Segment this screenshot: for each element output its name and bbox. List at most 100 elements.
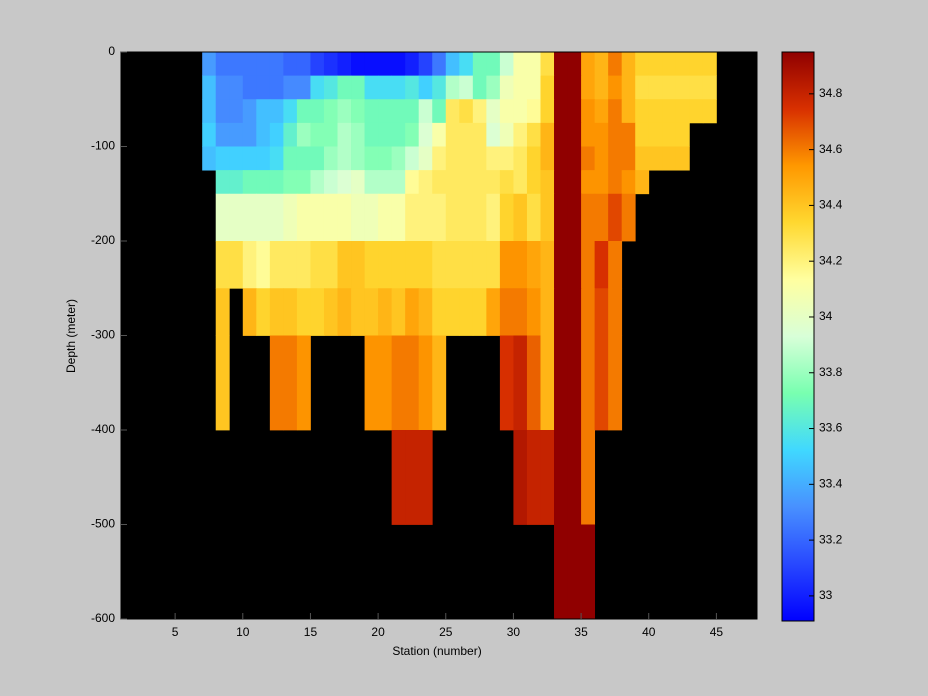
cell: [378, 122, 393, 147]
cell: [242, 122, 257, 147]
cell: [405, 99, 420, 124]
cell: [242, 170, 257, 195]
cell: [662, 146, 677, 171]
cell: [242, 99, 257, 124]
cell: [323, 75, 338, 100]
cell: [337, 52, 352, 77]
cell: [472, 75, 487, 100]
cell: [296, 193, 311, 242]
cell: [662, 52, 677, 77]
cell: [405, 335, 420, 431]
cell: [391, 52, 406, 77]
cell: [296, 122, 311, 147]
cell: [594, 170, 609, 195]
cell: [391, 170, 406, 195]
cell: [594, 52, 609, 77]
cell: [256, 122, 271, 147]
cell: [269, 193, 284, 242]
cell: [526, 288, 541, 336]
cell: [202, 99, 217, 124]
cell: [283, 75, 298, 100]
colorbar-tick-label: 33.4: [819, 477, 843, 491]
cell: [296, 75, 311, 100]
cell: [554, 241, 568, 289]
cell: [499, 52, 514, 77]
cell: [540, 146, 555, 171]
cell: [296, 99, 311, 124]
cell: [526, 52, 541, 77]
cell: [283, 99, 298, 124]
cell: [256, 146, 271, 171]
cell: [215, 75, 230, 100]
colorbar-fill: [781, 51, 815, 622]
cell: [459, 122, 474, 147]
y-tick-label: -200: [91, 233, 115, 247]
cell: [567, 193, 582, 242]
cell: [323, 241, 338, 289]
cell: [581, 288, 596, 336]
cell: [608, 335, 623, 431]
colorbar-tick-label: 34.4: [819, 198, 843, 212]
cell: [378, 99, 393, 124]
cell: [269, 288, 284, 336]
cell: [540, 122, 555, 147]
cell: [269, 241, 284, 289]
cell: [459, 288, 474, 336]
cell: [608, 170, 623, 195]
cell: [540, 99, 555, 124]
cell: [540, 170, 555, 195]
cell: [256, 170, 271, 195]
cell: [540, 52, 555, 77]
cell: [283, 122, 298, 147]
cell: [526, 146, 541, 171]
cell: [472, 146, 487, 171]
cell: [499, 170, 514, 195]
cell: [526, 122, 541, 147]
cell: [486, 241, 501, 289]
cell: [215, 241, 230, 289]
cell: [594, 241, 609, 289]
cell: [554, 430, 568, 525]
colorbar-tick-label: 33.6: [819, 421, 843, 435]
cell: [540, 241, 555, 289]
cell: [567, 335, 582, 431]
cell: [459, 193, 474, 242]
cell: [418, 122, 433, 147]
cell: [283, 288, 298, 336]
cell: [499, 193, 514, 242]
cell: [391, 288, 406, 336]
cell: [310, 52, 325, 77]
cell: [472, 99, 487, 124]
cell: [310, 99, 325, 124]
cell: [229, 75, 244, 100]
cell: [486, 146, 501, 171]
cell: [499, 99, 514, 124]
cell: [581, 430, 596, 525]
cell: [689, 52, 704, 77]
cell: [581, 241, 596, 289]
cell: [418, 430, 433, 525]
cell: [621, 122, 636, 147]
cell: [567, 288, 582, 336]
cell: [432, 241, 447, 289]
cell: [581, 75, 596, 100]
cell: [310, 75, 325, 100]
cell: [215, 52, 230, 77]
cell: [418, 52, 433, 77]
cell: [554, 75, 568, 100]
colorbar-tick-label: 33.8: [819, 365, 843, 379]
cell: [269, 170, 284, 195]
cell: [256, 193, 271, 242]
cell: [554, 170, 568, 195]
cell: [621, 193, 636, 242]
cell: [269, 99, 284, 124]
cell: [472, 193, 487, 242]
cell: [256, 75, 271, 100]
cell: [621, 170, 636, 195]
cell: [378, 52, 393, 77]
cell: [378, 241, 393, 289]
cell: [635, 170, 650, 195]
cell: [594, 335, 609, 431]
cell: [445, 99, 460, 124]
cell: [337, 170, 352, 195]
